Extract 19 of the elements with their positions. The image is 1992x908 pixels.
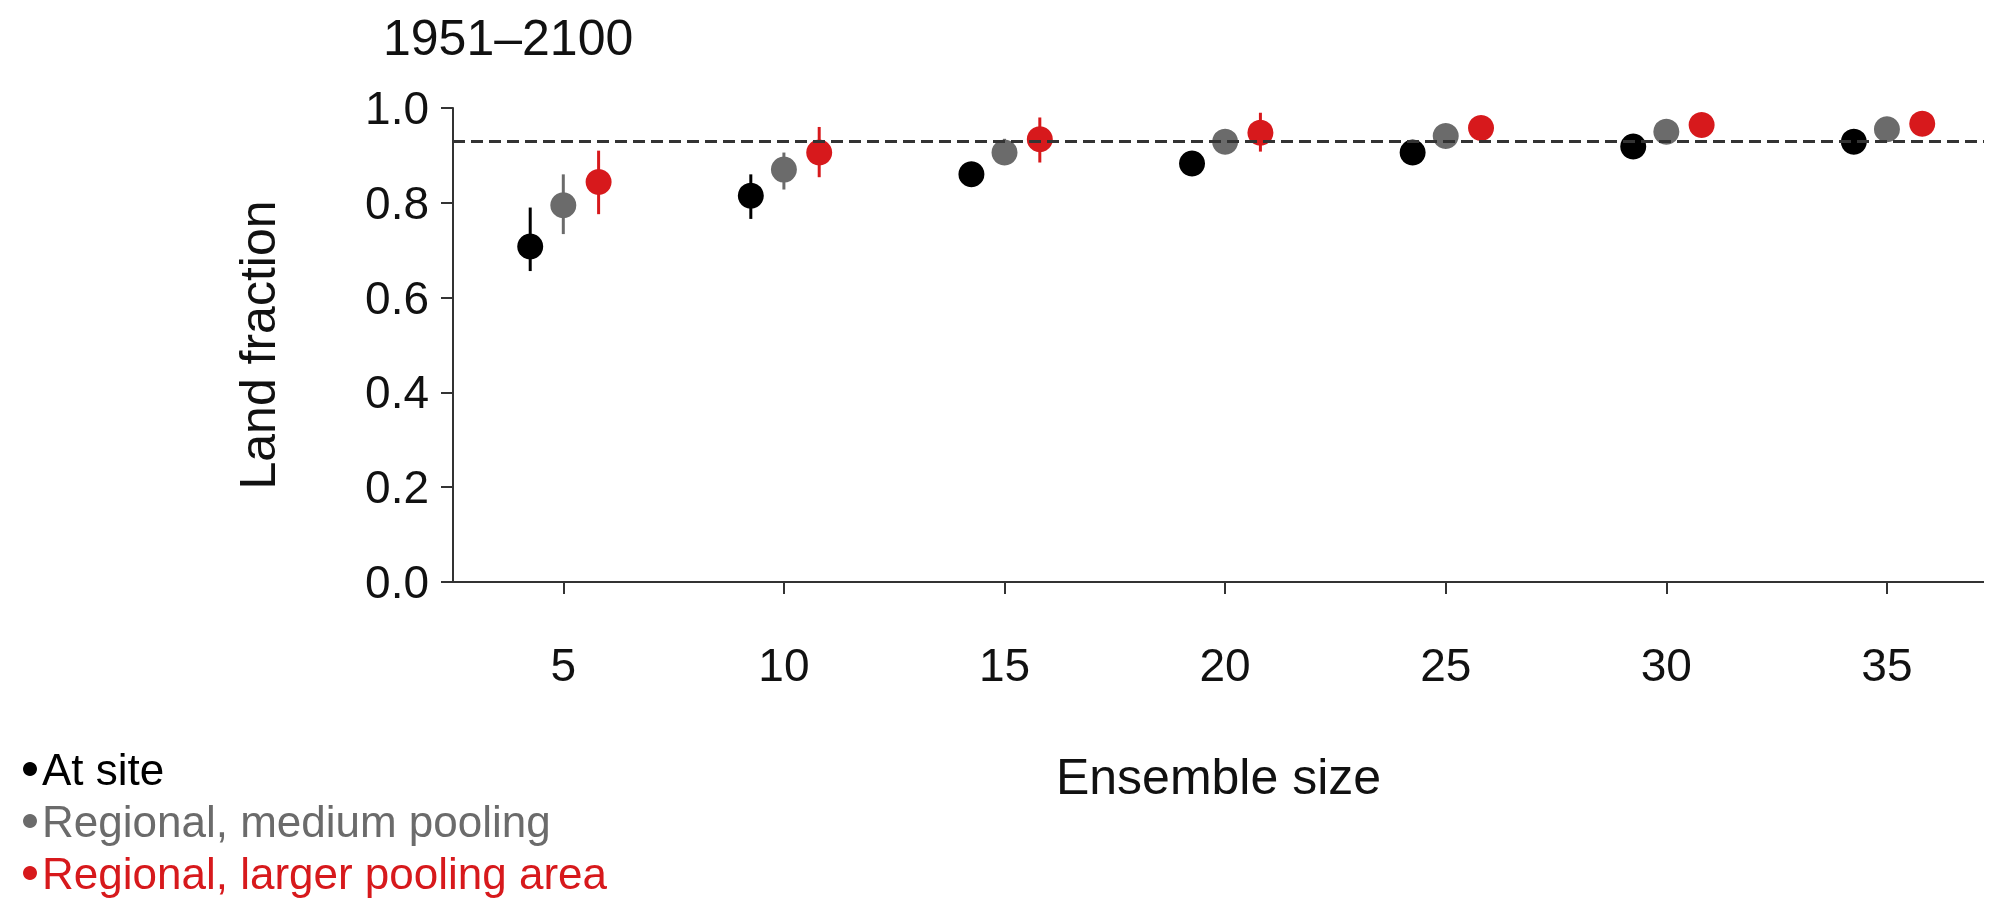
y-tick-label: 0.2	[365, 461, 429, 514]
x-tick-label: 5	[550, 639, 577, 691]
chart-title: 1951–2100	[383, 10, 634, 66]
x-axis-title: Ensemble size	[1055, 749, 1382, 805]
legend-label: At site	[42, 744, 165, 794]
x-tick-label: 30	[1640, 639, 1692, 691]
x-tick-label: 10	[758, 639, 810, 691]
legend-label: Regional, larger pooling area	[42, 848, 608, 898]
x-tick-label: 35	[1861, 639, 1913, 691]
x-tick-label: 25	[1420, 639, 1472, 691]
y-axis-title: Land fraction	[230, 200, 286, 490]
y-tick-label: 0.6	[365, 271, 429, 324]
x-tick-label: 20	[1199, 639, 1251, 691]
y-tick-label: 0.8	[365, 176, 429, 229]
legend-label: Regional, medium pooling	[42, 796, 551, 846]
x-tick-label: 15	[978, 639, 1031, 691]
y-tick-label: 0.0	[365, 556, 429, 608]
y-tick-label: 1.0	[365, 82, 429, 134]
y-tick-label: 0.4	[365, 366, 429, 419]
